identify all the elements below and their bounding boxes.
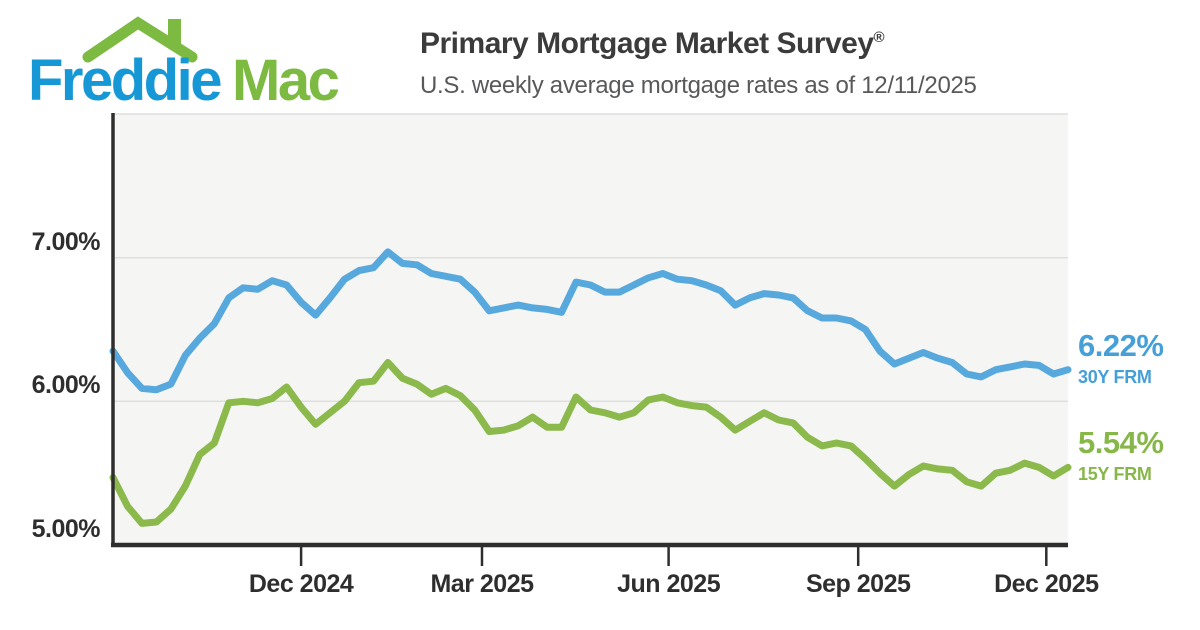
x-axis-label: Dec 2025 xyxy=(994,570,1099,598)
rate-30y-label: 30Y FRM xyxy=(1078,367,1152,387)
rate-15y-value: 5.54% xyxy=(1078,425,1164,460)
x-axis-label: Mar 2025 xyxy=(430,570,534,598)
series-15y-annotation: 5.54% 15Y FRM xyxy=(1078,425,1164,484)
x-axis-label: Sep 2025 xyxy=(805,570,911,598)
header-titles: Primary Mortgage Market Survey® U.S. wee… xyxy=(420,26,977,100)
series-30y-annotation: 6.22% 30Y FRM xyxy=(1078,328,1164,387)
x-axis-label: Jun 2025 xyxy=(617,570,721,598)
roof-icon xyxy=(82,16,198,63)
y-axis-label: 5.00% xyxy=(31,515,101,543)
y-axis-label: 6.00% xyxy=(31,371,101,400)
logo-wordmark: Freddie Mac xyxy=(28,52,340,110)
plot-background xyxy=(113,114,1068,545)
series-30y-line xyxy=(109,248,1072,394)
rate-15y-label: 15Y FRM xyxy=(1078,464,1152,484)
freddie-mac-logo: Freddie Mac xyxy=(28,12,408,112)
page-subtitle: U.S. weekly average mortgage rates as of… xyxy=(420,72,977,99)
logo-word-mac: Mac xyxy=(232,48,340,113)
series-15y-line xyxy=(109,359,1072,527)
y-axis-labels: 7.00% 6.00% 5.00% xyxy=(0,0,101,630)
registered-mark: ® xyxy=(873,29,885,46)
y-axis-label: 7.00% xyxy=(31,227,101,256)
page-title: Primary Mortgage Market Survey® xyxy=(420,27,885,60)
logo-word-freddie: Freddie xyxy=(28,48,223,113)
rate-30y-value: 6.22% xyxy=(1078,328,1164,363)
x-axis-label: Dec 2024 xyxy=(248,570,354,598)
